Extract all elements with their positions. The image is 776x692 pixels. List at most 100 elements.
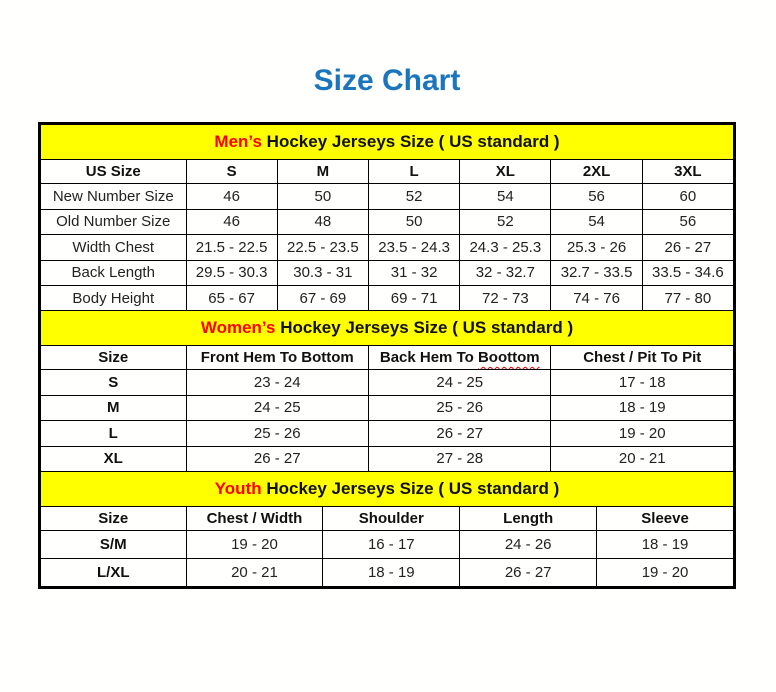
banner-audience-label: Women’s — [200, 318, 276, 337]
table-row: S/M 19 - 20 16 - 17 24 - 26 18 - 19 — [40, 529, 734, 559]
size-value-cell: 50 — [276, 183, 369, 210]
table-row: New Number Size 46 50 52 54 56 60 — [40, 183, 735, 210]
size-value-cell: 19 - 20 — [550, 420, 734, 447]
column-header: Size — [40, 345, 187, 370]
womens-size-table: Women’s Hockey Jerseys Size ( US standar… — [40, 310, 734, 472]
row-label: S — [40, 369, 187, 396]
size-value-cell: 26 - 27 — [367, 420, 552, 447]
table-row: L/XL 20 - 21 18 - 19 26 - 27 19 - 20 — [40, 557, 734, 587]
size-value-cell: 18 - 19 — [596, 529, 734, 559]
table-row: Old Number Size 46 48 50 52 54 56 — [40, 208, 735, 235]
banner-title-text: Hockey Jerseys Size ( US standard ) — [261, 478, 560, 498]
column-header: 3XL — [641, 159, 735, 184]
table-row: Width Chest 21.5 - 22.5 22.5 - 23.5 23.5 - … — [40, 234, 735, 261]
size-chart-tables: Men’s Hockey Jerseys Size ( US standard … — [38, 122, 736, 589]
size-value-cell: 22.5 - 23.5 — [276, 234, 369, 261]
banner-audience-label: Men’s — [214, 132, 262, 151]
size-value-cell: 65 - 67 — [185, 285, 278, 312]
row-label: New Number Size — [40, 183, 187, 210]
column-header: Back Hem To Boottom — [367, 345, 552, 370]
size-value-cell: 19 - 20 — [185, 529, 324, 559]
size-value-cell: 33.5 - 34.6 — [641, 259, 735, 286]
size-value-cell: 32.7 - 33.5 — [550, 259, 643, 286]
mens-size-table: Men’s Hockey Jerseys Size ( US standard … — [40, 124, 735, 312]
section-banner: Youth Hockey Jerseys Size ( US standard … — [40, 470, 734, 507]
section-banner: Men’s Hockey Jerseys Size ( US standard … — [40, 124, 734, 160]
size-value-cell: 18 - 19 — [550, 394, 734, 421]
size-value-cell: 29.5 - 30.3 — [185, 259, 278, 286]
column-header: XL — [459, 159, 552, 184]
size-value-cell: 77 - 80 — [641, 285, 735, 312]
column-header: US Size — [40, 159, 187, 184]
size-value-cell: 74 - 76 — [550, 285, 643, 312]
size-value-cell: 56 — [550, 183, 643, 210]
size-value-cell: 26 - 27 — [459, 557, 598, 587]
table-row: Body Height 65 - 67 67 - 69 69 - 71 72 - 73 7… — [40, 285, 735, 312]
size-value-cell: 24.3 - 25.3 — [459, 234, 552, 261]
size-value-cell: 16 - 17 — [322, 529, 461, 559]
misspelled-word: Boottom — [477, 349, 540, 366]
column-header: Sleeve — [596, 505, 734, 531]
banner-title-text: Hockey Jerseys Size ( US standard ) — [275, 318, 574, 337]
size-value-cell: 50 — [367, 208, 461, 235]
youth-size-table: Youth Hockey Jerseys Size ( US standard … — [40, 470, 734, 587]
column-header: S — [185, 159, 278, 184]
size-value-cell: 27 - 28 — [367, 445, 552, 472]
size-value-cell: 24 - 25 — [367, 369, 552, 396]
page-title: Size Chart — [313, 64, 461, 97]
size-value-cell: 23.5 - 24.3 — [367, 234, 461, 261]
row-label: Body Height — [40, 285, 187, 312]
table-row: XL 26 - 27 27 - 28 20 - 21 — [40, 445, 734, 472]
size-value-cell: 19 - 20 — [596, 557, 734, 587]
size-value-cell: 26 - 27 — [185, 445, 370, 472]
size-value-cell: 56 — [641, 208, 735, 235]
size-value-cell: 25.3 - 26 — [550, 234, 643, 261]
size-value-cell: 46 — [185, 208, 278, 235]
column-header: L — [367, 159, 461, 184]
size-value-cell: 69 - 71 — [367, 285, 461, 312]
size-value-cell: 31 - 32 — [367, 259, 461, 286]
size-value-cell: 30.3 - 31 — [276, 259, 369, 286]
size-value-cell: 54 — [550, 208, 643, 235]
size-value-cell: 17 - 18 — [550, 369, 734, 396]
size-value-cell: 67 - 69 — [276, 285, 369, 312]
size-value-cell: 54 — [459, 183, 552, 210]
size-value-cell: 24 - 25 — [185, 394, 370, 421]
row-label: Back Length — [40, 259, 187, 286]
column-header: Length — [459, 505, 598, 531]
row-label: XL — [40, 445, 187, 472]
row-label: Width Chest — [40, 234, 187, 261]
size-value-cell: 72 - 73 — [459, 285, 552, 312]
table-row: S 23 - 24 24 - 25 17 - 18 — [40, 369, 734, 396]
size-value-cell: 18 - 19 — [322, 557, 461, 587]
row-label: M — [40, 394, 187, 421]
size-value-cell: 46 — [185, 183, 278, 210]
row-label: Old Number Size — [40, 208, 187, 235]
column-header: 2XL — [550, 159, 643, 184]
size-value-cell: 25 - 26 — [367, 394, 552, 421]
size-value-cell: 25 - 26 — [185, 420, 370, 447]
column-header: M — [276, 159, 369, 184]
size-value-cell: 20 - 21 — [185, 557, 324, 587]
column-header: Size — [40, 505, 187, 531]
size-value-cell: 52 — [459, 208, 552, 235]
banner-title-text: Hockey Jerseys Size ( US standard ) — [261, 132, 560, 151]
column-header: Chest / Pit To Pit — [550, 345, 734, 370]
table-row: L 25 - 26 26 - 27 19 - 20 — [40, 420, 734, 447]
row-label: L/XL — [40, 557, 187, 587]
size-value-cell: 60 — [641, 183, 735, 210]
column-header: Front Hem To Bottom — [185, 345, 370, 370]
section-banner: Women’s Hockey Jerseys Size ( US standar… — [40, 310, 734, 346]
size-value-cell: 23 - 24 — [185, 369, 370, 396]
row-label: L — [40, 420, 187, 447]
size-value-cell: 21.5 - 22.5 — [185, 234, 278, 261]
column-header: Shoulder — [322, 505, 461, 531]
size-value-cell: 26 - 27 — [641, 234, 735, 261]
row-label: S/M — [40, 529, 187, 559]
size-value-cell: 32 - 32.7 — [459, 259, 552, 286]
banner-audience-label: Youth — [214, 478, 262, 498]
column-header: Chest / Width — [185, 505, 324, 531]
size-value-cell: 24 - 26 — [459, 529, 598, 559]
size-value-cell: 20 - 21 — [550, 445, 734, 472]
